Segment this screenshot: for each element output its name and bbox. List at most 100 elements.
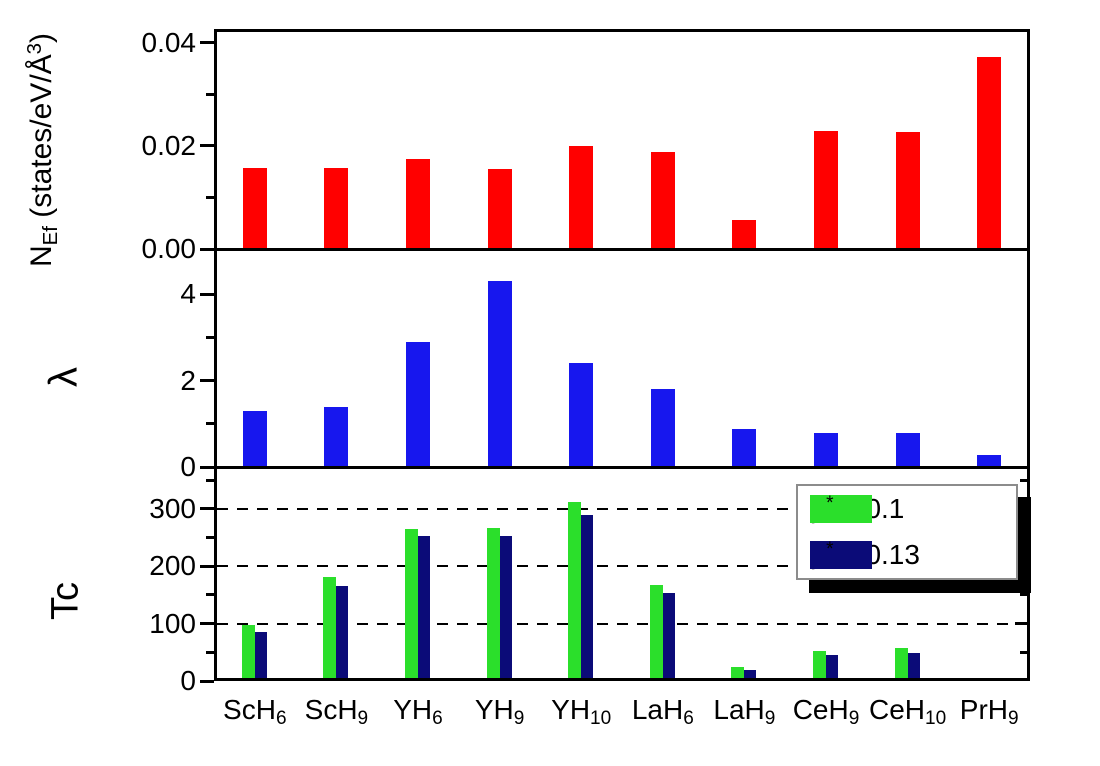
tc-bar-YH9-s0 xyxy=(486,527,500,681)
tc-ytick-major xyxy=(200,679,214,683)
text-part: 9 xyxy=(1008,708,1019,730)
legend-box: μ* = 0.1 μ* = 0.13 xyxy=(796,484,1018,580)
lambda-ytick-label: 4 xyxy=(180,278,196,310)
text-part: 9 xyxy=(764,708,776,730)
legend-item-0: μ* = 0.1 xyxy=(810,492,904,524)
lambda-bar-ScH9 xyxy=(324,406,349,467)
text-part: YH xyxy=(551,694,591,725)
lambda-ytick-minor xyxy=(206,335,214,339)
tc-bar-ScH9-s0 xyxy=(323,577,337,681)
lambda-bar-LaH9 xyxy=(732,429,757,467)
nef-ytick-major xyxy=(200,41,214,45)
tc-bar-ScH9-s1 xyxy=(336,586,349,681)
tc-bar-YH6-s1 xyxy=(418,536,430,681)
lambda-ytick-major xyxy=(200,292,214,296)
tc-gridline-100 xyxy=(217,622,1027,625)
tc-bar-YH10-s0 xyxy=(568,501,582,681)
legend-item-1: μ* = 0.13 xyxy=(810,538,920,570)
tc-bar-LaH9-s0 xyxy=(731,666,745,681)
tc-gridline-300 xyxy=(217,507,1027,510)
tc-ytick-right-major xyxy=(1015,622,1027,626)
lambda-bar-CeH9 xyxy=(814,433,838,467)
nef-bar-YH9 xyxy=(487,169,512,249)
tc-ytick-major xyxy=(200,564,214,568)
text-part: Ef xyxy=(39,226,62,246)
panel-divider-0 xyxy=(214,247,1030,251)
nef-bar-PrH9 xyxy=(977,56,1002,249)
text-part: (states/eV/Å xyxy=(25,54,58,227)
nef-bar-ScH6 xyxy=(242,168,267,249)
text-part: 6 xyxy=(275,708,287,730)
text-part: 9 xyxy=(848,708,860,730)
text-part: 9 xyxy=(513,708,525,730)
nef-bar-YH6 xyxy=(406,158,430,249)
tc-ytick-right-minor xyxy=(1020,650,1027,654)
nef-bar-CeH9 xyxy=(814,131,838,249)
legend-swatch-1 xyxy=(810,541,872,569)
tc-axis-title: Tc xyxy=(44,582,87,620)
category-label-YH10: YH10 xyxy=(533,694,629,730)
lambda-bar-YH10 xyxy=(569,363,594,467)
lambda-bar-YH9 xyxy=(487,281,512,467)
lambda-axis-title: λ xyxy=(41,367,86,387)
nef-ytick-minor xyxy=(206,195,214,199)
category-label-ScH6: ScH6 xyxy=(207,694,303,730)
tc-ytick-right-minor xyxy=(1020,593,1027,597)
text-part: YH xyxy=(393,694,433,725)
tc-ytick-minor xyxy=(206,593,214,597)
tc-bar-CeH9-s1 xyxy=(826,655,838,681)
tc-bar-LaH9-s1 xyxy=(744,670,757,681)
tc-ytick-right-major xyxy=(1015,507,1027,511)
text-part: N xyxy=(25,245,58,268)
text-part: ScH xyxy=(304,694,358,725)
category-label-CeH9: CeH9 xyxy=(778,694,874,730)
lambda-bar-PrH9 xyxy=(977,455,1002,467)
tc-bar-CeH10-s0 xyxy=(894,648,908,681)
lambda-bar-CeH10 xyxy=(895,432,920,467)
category-label-YH9: YH9 xyxy=(452,694,548,730)
category-label-CeH10: CeH10 xyxy=(860,694,956,730)
nef-ytick-minor xyxy=(206,92,214,96)
text-part: 6 xyxy=(683,708,694,730)
tc-bar-ScH6-s1 xyxy=(254,631,267,681)
tc-ytick-minor xyxy=(206,478,214,482)
tc-ytick-label: 200 xyxy=(149,550,196,582)
text-part: ) xyxy=(25,32,58,43)
text-part: ScH xyxy=(223,694,276,725)
nef-ytick-label: 0.02 xyxy=(141,129,197,161)
lambda-bar-YH6 xyxy=(406,341,430,467)
tc-bar-CeH9-s0 xyxy=(813,651,826,681)
tc-ytick-right-minor xyxy=(1020,536,1027,540)
nef-bar-YH10 xyxy=(569,145,594,249)
text-part: 10 xyxy=(925,708,947,730)
tc-bar-CeH10-s1 xyxy=(907,653,920,681)
legend-swatch-0 xyxy=(810,495,872,523)
category-label-YH6: YH6 xyxy=(370,694,466,729)
category-label-PrH9: PrH9 xyxy=(941,694,1037,730)
text-part: 9 xyxy=(357,708,369,730)
tc-bar-YH6-s0 xyxy=(405,528,418,681)
nef-ytick-major xyxy=(200,144,214,148)
tc-ytick-major xyxy=(200,622,214,626)
category-label-LaH9: LaH9 xyxy=(696,694,792,730)
tc-bar-YH10-s1 xyxy=(581,514,594,681)
text-part: 10 xyxy=(590,708,612,730)
nef-axis-title: NEf (states/eV/Å3) xyxy=(24,32,62,268)
panel-divider-1 xyxy=(214,465,1030,469)
lambda-ytick-major xyxy=(200,465,214,469)
lambda-ytick-minor xyxy=(206,422,214,426)
text-part: * xyxy=(826,492,834,514)
text-part: * xyxy=(826,538,834,560)
nef-ytick-major xyxy=(200,247,214,251)
nef-ytick-label: 0.04 xyxy=(141,26,197,58)
nef-bar-LaH9 xyxy=(732,220,757,249)
tc-ytick-minor xyxy=(206,650,214,654)
tc-ytick-major xyxy=(200,507,214,511)
tc-ytick-right-minor xyxy=(1020,478,1027,482)
category-label-ScH9: ScH9 xyxy=(288,694,384,730)
nef-bar-CeH10 xyxy=(895,132,920,249)
plot-frame xyxy=(214,29,1030,681)
tc-bar-YH9-s1 xyxy=(499,535,512,681)
